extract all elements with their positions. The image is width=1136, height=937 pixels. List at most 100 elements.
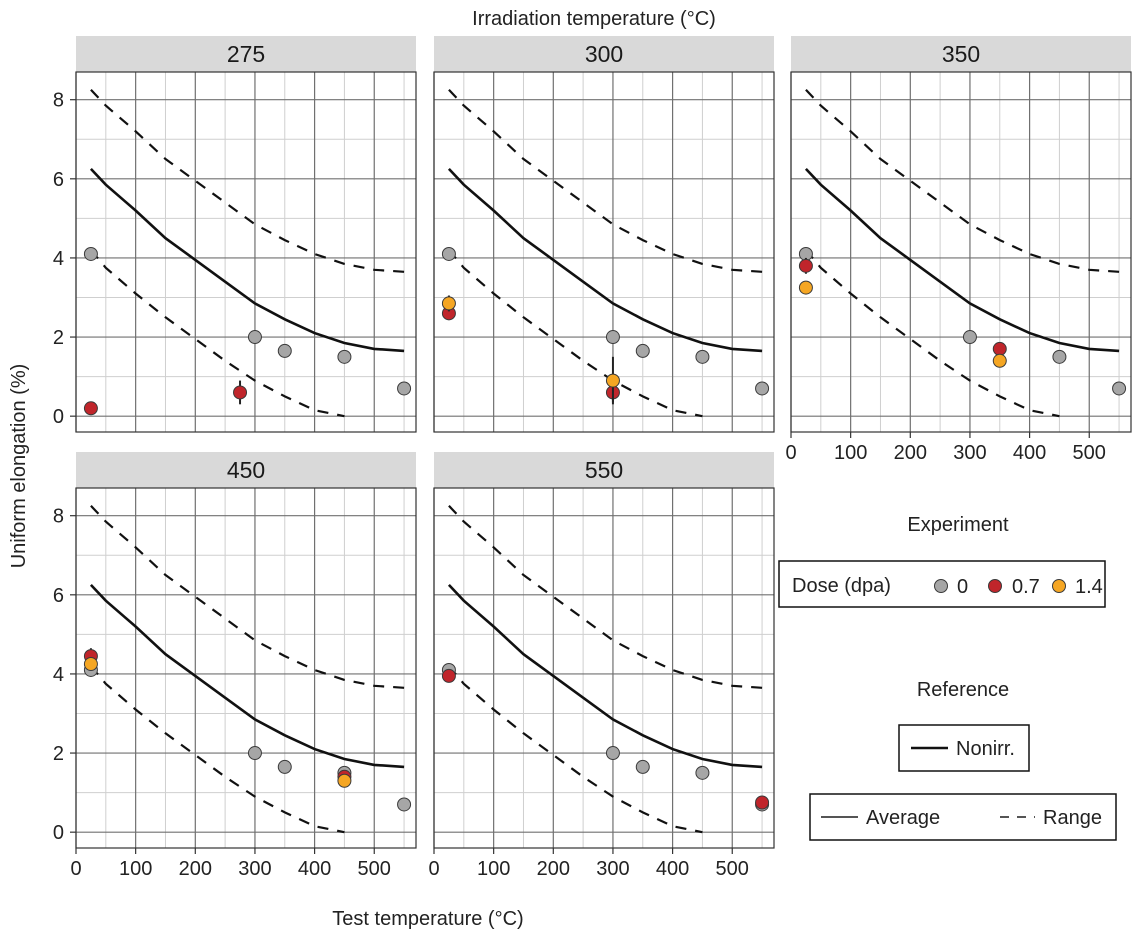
legend-range-label: Range bbox=[1043, 807, 1102, 829]
legend-linetype-box bbox=[809, 793, 1117, 841]
panels: 275 300 350 450 550 bbox=[75, 36, 1132, 849]
data-point-dose-0 bbox=[83, 246, 98, 261]
x-axis-title: Test temperature (°C) bbox=[332, 908, 523, 930]
data-point-dose-1.4 bbox=[337, 773, 352, 788]
data-point-dose-0.7 bbox=[83, 401, 98, 416]
legend-average-label: Average bbox=[866, 807, 940, 829]
panel-strip bbox=[434, 452, 774, 488]
legend-dose-0-marker bbox=[934, 579, 948, 593]
legend-linetype: Average Range bbox=[809, 793, 1117, 841]
data-point-dose-0.7 bbox=[441, 668, 456, 683]
data-point-dose-1.4 bbox=[441, 296, 456, 311]
panel-border bbox=[433, 71, 775, 433]
data-point-dose-0 bbox=[755, 381, 770, 396]
y-tick-label: 2 bbox=[53, 327, 64, 349]
panel-plot-area bbox=[434, 72, 774, 432]
data-point-dose-0 bbox=[962, 330, 977, 345]
y-tick-label: 8 bbox=[53, 90, 64, 112]
y-tick-label: 4 bbox=[53, 664, 64, 686]
x-tick-label: 200 bbox=[537, 858, 570, 880]
panel-strip bbox=[791, 36, 1131, 72]
y-tick-label: 0 bbox=[53, 822, 64, 844]
panel-border bbox=[790, 71, 1132, 433]
range-lower-line bbox=[90, 665, 345, 834]
panel-strip-label: 450 bbox=[227, 457, 265, 483]
x-tick-label: 500 bbox=[716, 858, 749, 880]
data-point-dose-0 bbox=[1052, 349, 1067, 364]
data-point-dose-0 bbox=[397, 381, 412, 396]
panel-plot-area bbox=[791, 72, 1131, 432]
panel-border bbox=[75, 487, 417, 849]
data-point-dose-1.4 bbox=[798, 280, 813, 295]
legend-experiment: Experiment Dose (dpa) 0 0.7 1.4 bbox=[778, 514, 1106, 608]
average-line bbox=[89, 584, 405, 769]
data-point-dose-0 bbox=[247, 746, 262, 761]
panel-strip-label: 550 bbox=[585, 457, 623, 483]
average-line bbox=[89, 168, 405, 353]
panel-strip-label: 350 bbox=[942, 41, 980, 67]
average-line bbox=[804, 168, 1120, 353]
chart-title: Irradiation temperature (°C) bbox=[472, 8, 716, 30]
legend-experiment-title: Experiment bbox=[907, 514, 1009, 536]
data-point-dose-0 bbox=[277, 343, 292, 358]
average-line bbox=[447, 584, 763, 769]
data-point-dose-0 bbox=[635, 759, 650, 774]
x-tick-label: 200 bbox=[179, 858, 212, 880]
data-point-dose-0 bbox=[337, 349, 352, 364]
x-tick-label: 500 bbox=[1073, 442, 1106, 464]
legend-dose-0.7-label: 0.7 bbox=[1012, 576, 1040, 598]
y-tick-label: 2 bbox=[53, 743, 64, 765]
data-point-dose-0 bbox=[277, 759, 292, 774]
y-tick-label: 8 bbox=[53, 506, 64, 528]
legend-reference-title: Reference bbox=[917, 679, 1009, 701]
y-tick-label: 6 bbox=[53, 585, 64, 607]
panel-strip-label: 275 bbox=[227, 41, 265, 67]
data-point-dose-0 bbox=[695, 349, 710, 364]
panel-strip bbox=[76, 36, 416, 72]
panel-strip-label: 300 bbox=[585, 41, 623, 67]
panel-strip bbox=[434, 36, 774, 72]
legend-dose-1.4-label: 1.4 bbox=[1075, 576, 1103, 598]
legend-reference: Reference Nonirr. bbox=[898, 679, 1030, 772]
panel-plot-area bbox=[434, 488, 774, 848]
panel-300: 300 bbox=[433, 36, 775, 433]
legend-dose-1.4-marker bbox=[1052, 579, 1066, 593]
legend-dose-title: Dose (dpa) bbox=[792, 575, 891, 597]
range-lower-line bbox=[448, 665, 703, 834]
panel-350: 350 bbox=[790, 36, 1132, 433]
data-point-dose-0 bbox=[441, 246, 456, 261]
x-tick-label: 500 bbox=[358, 858, 391, 880]
data-point-dose-1.4 bbox=[83, 657, 98, 672]
range-lower-line bbox=[805, 249, 1060, 418]
y-tick-label: 4 bbox=[53, 248, 64, 270]
x-tick-label: 300 bbox=[238, 858, 271, 880]
data-point-dose-0 bbox=[695, 765, 710, 780]
x-tick-label: 300 bbox=[953, 442, 986, 464]
data-point-dose-0.7 bbox=[755, 795, 770, 810]
panel-450: 450 bbox=[75, 452, 417, 849]
range-lower-line bbox=[90, 249, 345, 418]
average-line bbox=[447, 168, 763, 353]
data-point-dose-1.4 bbox=[992, 353, 1007, 368]
axes: 0 2 4 6 8 0 100 200 300 400 500 0 2 4 6 8 0 100 200 300 400 5… bbox=[53, 90, 1106, 880]
y-tick-label: 6 bbox=[53, 169, 64, 191]
panel-550: 550 bbox=[433, 452, 775, 849]
data-point-dose-0 bbox=[247, 330, 262, 345]
legend-experiment-box bbox=[778, 560, 1106, 608]
data-point-dose-0 bbox=[1112, 381, 1127, 396]
legend-dose-0-label: 0 bbox=[957, 576, 968, 598]
panel-plot-area bbox=[76, 72, 416, 432]
legend-dose-0.7-marker bbox=[988, 579, 1002, 593]
x-tick-label: 300 bbox=[596, 858, 629, 880]
data-point-dose-0 bbox=[635, 343, 650, 358]
y-axis-title: Uniform elongation (%) bbox=[8, 364, 30, 569]
data-point-dose-0.7 bbox=[992, 341, 1007, 356]
x-tick-label: 0 bbox=[785, 442, 796, 464]
x-tick-label: 100 bbox=[477, 858, 510, 880]
data-point-dose-0.7 bbox=[233, 385, 248, 400]
x-tick-label: 400 bbox=[298, 858, 331, 880]
y-tick-label: 0 bbox=[53, 406, 64, 428]
x-tick-label: 0 bbox=[428, 858, 439, 880]
panel-border bbox=[433, 487, 775, 849]
